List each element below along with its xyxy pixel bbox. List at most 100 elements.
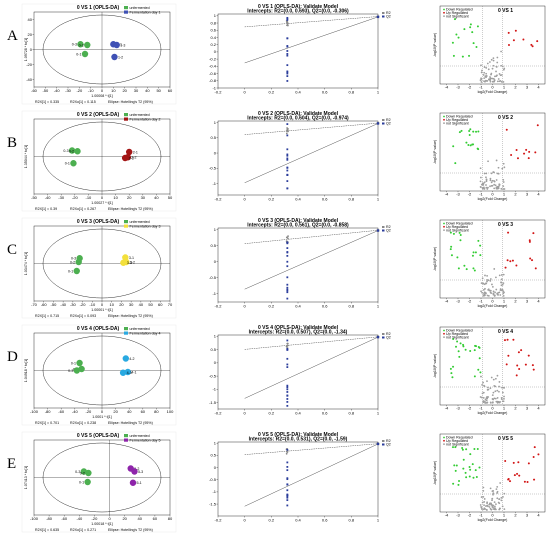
legend-label-unfermented: unfermented bbox=[130, 220, 150, 224]
r2-regression-line bbox=[244, 122, 379, 135]
q2-permutation-point bbox=[286, 384, 289, 387]
q2-permutation-point bbox=[286, 72, 289, 75]
q2-permutation-point bbox=[286, 157, 289, 160]
x-tick-label: -100 bbox=[30, 409, 39, 414]
q2-regression-line bbox=[244, 123, 379, 184]
score-point bbox=[126, 148, 133, 156]
legend-swatch-q2 bbox=[382, 443, 385, 446]
q2-permutation-point bbox=[286, 158, 289, 161]
up-regulated-point bbox=[533, 446, 536, 449]
x-tick-label: 0 bbox=[244, 304, 247, 309]
q2-permutation-point bbox=[286, 489, 289, 492]
x-tick-label: -2 bbox=[468, 513, 472, 518]
down-regulated-point bbox=[474, 251, 477, 254]
up-regulated-point bbox=[531, 45, 534, 48]
x-tick-label: -0.2 bbox=[215, 197, 223, 202]
up-regulated-point bbox=[509, 260, 512, 263]
not-significant-point bbox=[484, 75, 487, 78]
panel-c: C 0 VS 3 (OPLS-DA) unfermentedFermentation… bbox=[7, 217, 546, 319]
x-tick-label: 1 bbox=[503, 192, 506, 197]
legend-label-q2: Q2 bbox=[386, 229, 391, 233]
not-significant-point bbox=[499, 289, 502, 292]
x-tick-label: -0.2 bbox=[215, 411, 223, 416]
score-point bbox=[120, 259, 127, 266]
not-significant-point bbox=[491, 504, 494, 507]
y-tick-label: 0.8 bbox=[210, 20, 216, 25]
q2-original-point bbox=[376, 15, 380, 19]
volcano-legend-label: Down Regulated bbox=[446, 436, 473, 440]
not-significant-point bbox=[494, 397, 497, 400]
r2-regression-line bbox=[244, 16, 379, 28]
q2-permutation-point bbox=[286, 461, 289, 464]
score-point bbox=[76, 359, 83, 367]
x-tick-label: 0.6 bbox=[322, 518, 328, 523]
not-significant-point bbox=[492, 293, 495, 296]
y-tick-label: -1 bbox=[212, 489, 216, 494]
score-point-label: 3-3 bbox=[127, 261, 132, 265]
volcano-legend-marker bbox=[443, 336, 445, 338]
up-regulated-point bbox=[514, 29, 517, 32]
down-regulated-point bbox=[455, 345, 458, 348]
stat-ellipse: Ellipse: Hotelling's T2 (95%) bbox=[108, 528, 153, 532]
up-regulated-point bbox=[534, 267, 537, 270]
q2-permutation-point bbox=[286, 265, 289, 268]
legend-swatch-unfermented bbox=[124, 6, 128, 10]
x-tick-label: -20 bbox=[72, 195, 79, 200]
volcano-x-axis-label: log2(Fold Change) bbox=[478, 197, 508, 201]
scores-title: 0 VS 4 (OPLS-DA) bbox=[77, 326, 120, 332]
validate-plot-area bbox=[217, 227, 379, 303]
x-tick-label: -3 bbox=[456, 406, 460, 411]
r2-permutation-point bbox=[287, 235, 289, 238]
x-tick-label: -1 bbox=[479, 299, 483, 304]
not-significant-point bbox=[480, 186, 482, 189]
up-regulated-point bbox=[516, 472, 519, 475]
not-significant-point bbox=[479, 167, 482, 170]
q2-permutation-point bbox=[286, 478, 289, 481]
q2-permutation-point bbox=[286, 241, 289, 244]
up-regulated-point bbox=[517, 461, 520, 464]
not-significant-point bbox=[498, 274, 501, 277]
x-tick-label: -10 bbox=[88, 88, 95, 93]
y-tick-label: -0.5 bbox=[209, 477, 217, 482]
not-significant-point bbox=[489, 179, 492, 182]
not-significant-point bbox=[491, 497, 494, 500]
x-tick-label: 0.2 bbox=[269, 411, 275, 416]
not-significant-point bbox=[480, 282, 483, 285]
volcano-legend-label: Down Regulated bbox=[446, 329, 473, 333]
x-tick-label: 1 bbox=[503, 513, 506, 518]
x-tick-label: -20 bbox=[92, 516, 99, 521]
not-significant-point bbox=[496, 492, 499, 494]
down-regulated-point bbox=[456, 256, 459, 259]
x-tick-label: 2 bbox=[514, 299, 517, 304]
not-significant-point bbox=[483, 283, 486, 286]
x-tick-label: -2 bbox=[468, 406, 472, 411]
legend-label-q2: Q2 bbox=[386, 15, 391, 19]
up-regulated-point bbox=[506, 259, 509, 262]
down-regulated-point bbox=[457, 267, 460, 270]
not-significant-point bbox=[502, 496, 504, 498]
up-regulated-point bbox=[524, 363, 527, 366]
validate-intercepts: Intercepts: R2=(0.0, 0.561), Q2=(0.0, -0… bbox=[247, 223, 349, 229]
volcano-x-axis-label: log2(Fold Change) bbox=[478, 411, 508, 415]
not-significant-point bbox=[496, 397, 499, 399]
up-regulated-point bbox=[506, 338, 509, 341]
not-significant-point bbox=[485, 282, 487, 285]
not-significant-point bbox=[497, 78, 500, 80]
volcano-x-axis-label: log2(Fold Change) bbox=[478, 304, 508, 308]
volcano-legend-marker bbox=[443, 8, 445, 11]
scores-x-axis-label: 1.0001 * t[1] bbox=[92, 415, 111, 419]
not-significant-point bbox=[487, 386, 489, 389]
up-regulated-point bbox=[507, 43, 510, 46]
down-regulated-point bbox=[452, 482, 455, 485]
up-regulated-point bbox=[518, 474, 521, 477]
legend-label-r2: R2 bbox=[386, 118, 391, 122]
not-significant-point bbox=[503, 508, 506, 511]
not-significant-point bbox=[496, 56, 499, 59]
volcano-legend-marker bbox=[443, 443, 445, 445]
down-regulated-point bbox=[464, 348, 467, 351]
volcano-legend-marker bbox=[443, 15, 445, 17]
y-tick-label: 0 bbox=[214, 150, 217, 155]
down-regulated-point bbox=[467, 144, 470, 147]
x-tick-label: 0 bbox=[491, 513, 494, 518]
